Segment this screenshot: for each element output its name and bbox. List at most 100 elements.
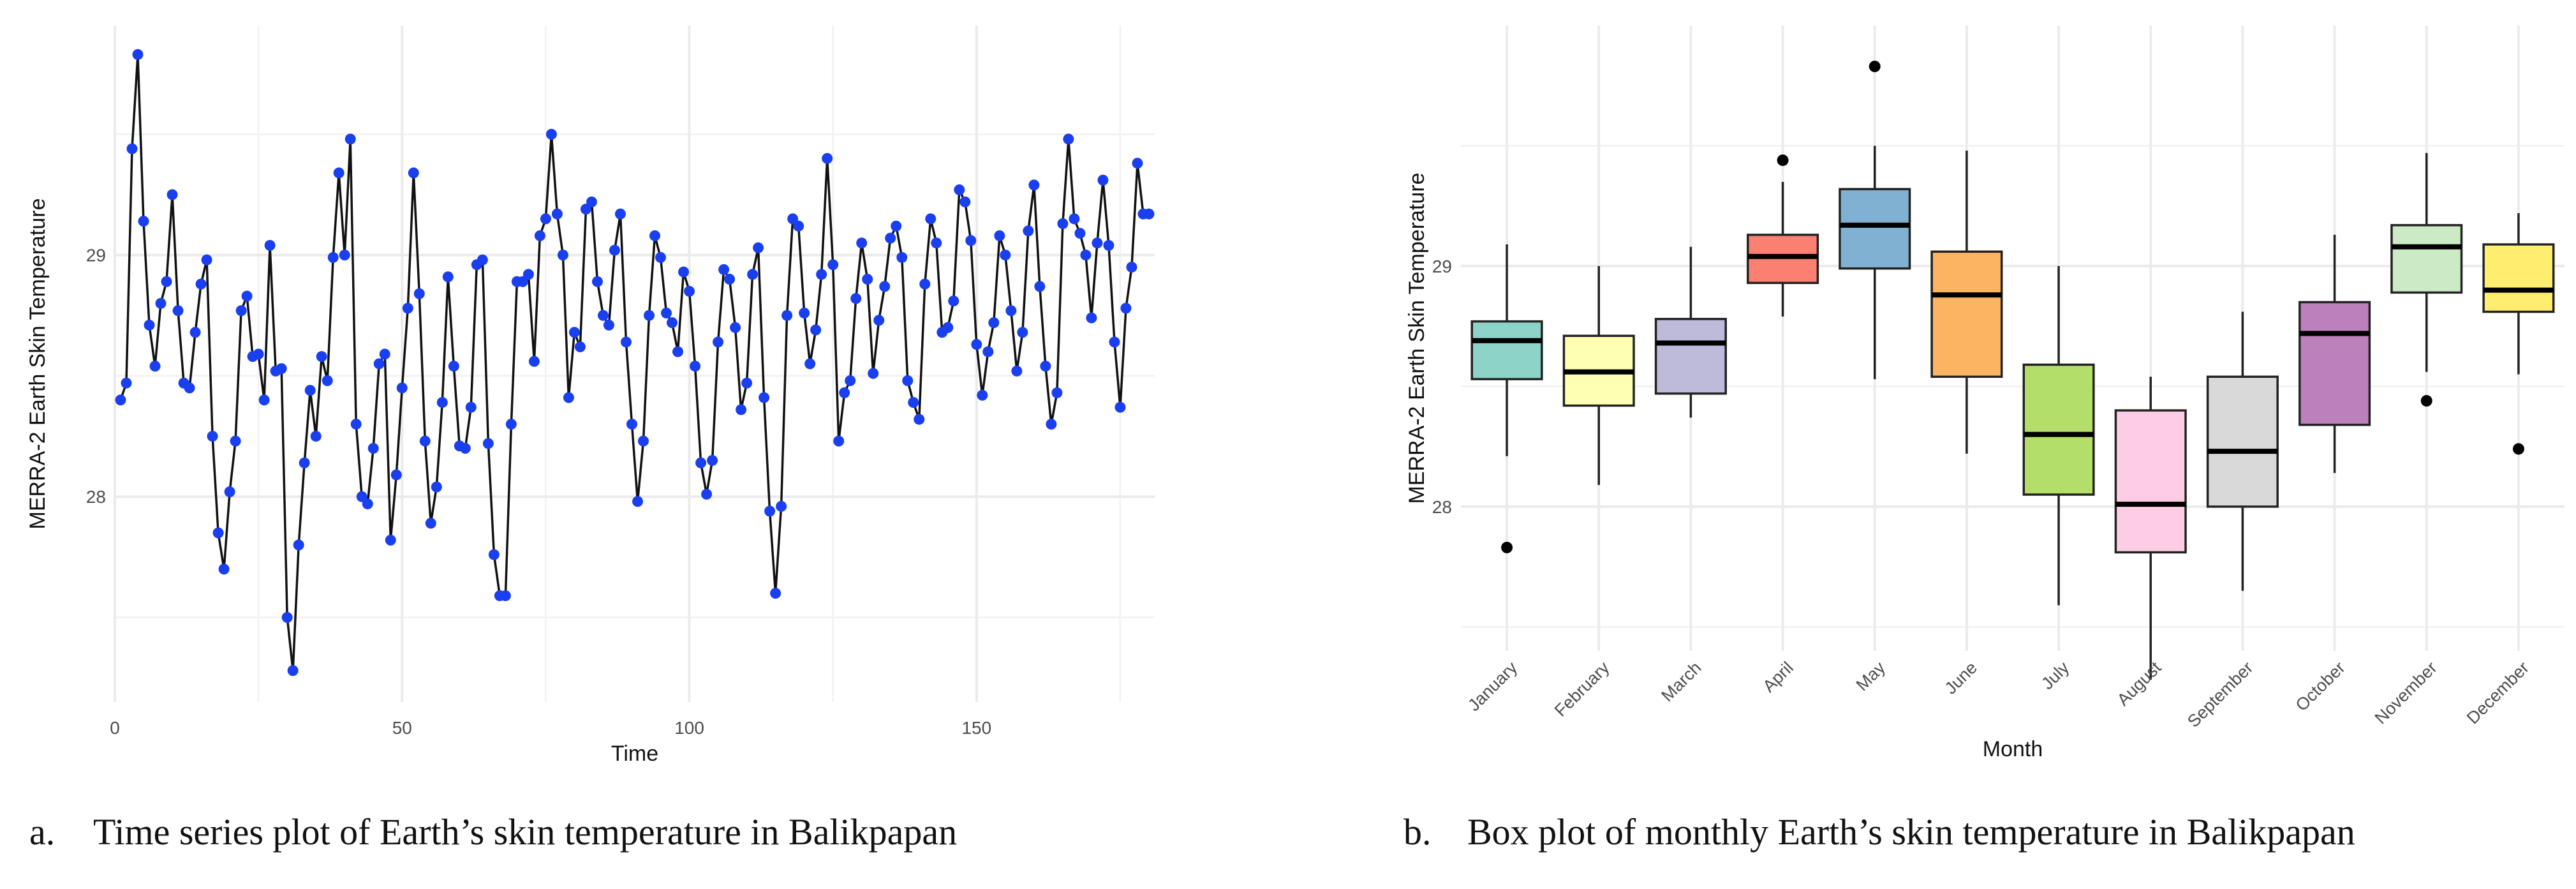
data-point [580, 204, 591, 215]
data-point [161, 276, 172, 287]
data-point [425, 518, 436, 529]
box-may [1839, 188, 1911, 270]
data-point [126, 143, 138, 154]
y-axis-label: MERRA-2 Earth Skin Temperature [26, 198, 50, 529]
data-point [442, 271, 454, 283]
data-point [988, 317, 1000, 329]
data-point [379, 348, 390, 360]
data-point [1114, 401, 1126, 413]
caption-b-text: Box plot of monthly Earth’s skin tempera… [1467, 811, 2355, 853]
data-point [833, 435, 845, 447]
data-point [264, 240, 276, 251]
data-point [1097, 174, 1109, 186]
data-point [632, 496, 644, 507]
data-point [522, 269, 534, 280]
data-point [465, 401, 477, 413]
data-point [1063, 133, 1074, 145]
data-point [500, 590, 511, 601]
data-point [339, 250, 350, 261]
data-point [333, 167, 344, 179]
data-point [230, 435, 241, 447]
data-point [1046, 419, 1057, 430]
data-point [235, 305, 247, 317]
data-point [931, 237, 942, 249]
data-point [609, 244, 620, 256]
data-point [350, 419, 362, 430]
box-july [2022, 363, 2095, 496]
data-point [299, 457, 310, 468]
data-point [1126, 262, 1137, 273]
data-point [144, 319, 155, 331]
data-point [184, 382, 195, 394]
data-point [1040, 361, 1051, 372]
data-point [850, 293, 862, 304]
x-tick-label: July [2038, 658, 2073, 694]
data-point [482, 438, 494, 449]
data-point [316, 351, 327, 362]
caption-a-text: Time series plot of Earth’s skin tempera… [93, 811, 958, 853]
data-point [759, 392, 770, 403]
data-point [115, 394, 126, 406]
data-point [816, 269, 827, 280]
data-point [718, 264, 730, 275]
data-point [563, 392, 574, 403]
box-plot-chart: January February March April May June July Augu… [1405, 26, 2565, 761]
data-point [614, 208, 626, 220]
data-point [574, 341, 586, 352]
data-point [459, 443, 471, 454]
data-point [845, 375, 856, 386]
data-point [1011, 365, 1023, 377]
data-point [965, 235, 977, 246]
y-tick-label: 28 [86, 487, 106, 507]
data-point [201, 254, 212, 265]
box-october [2298, 301, 2371, 426]
data-point [736, 404, 747, 415]
data-point [149, 361, 161, 372]
data-point [396, 382, 408, 394]
data-point [545, 128, 557, 140]
x-tick-label: November [2371, 658, 2441, 728]
data-point [661, 308, 672, 318]
data-point [690, 361, 701, 372]
data-point [322, 375, 333, 386]
data-point [827, 259, 839, 271]
data-point [591, 276, 603, 287]
data-point [1074, 228, 1086, 239]
caption-a-letter: a. [29, 811, 56, 853]
box-december [2482, 243, 2555, 313]
data-point [885, 232, 896, 244]
data-point [747, 269, 759, 280]
data-point [839, 387, 850, 398]
data-point [534, 230, 545, 241]
data-point [1034, 281, 1046, 292]
data-point [1005, 305, 1017, 317]
data-point [448, 361, 459, 372]
data-point [603, 319, 614, 331]
data-point [770, 588, 781, 599]
x-tick-label: 50 [392, 718, 412, 738]
data-point [1103, 240, 1114, 251]
data-point [258, 394, 270, 406]
x-tick-label: 0 [110, 718, 120, 738]
data-point [586, 196, 597, 207]
data-point [390, 469, 402, 481]
data-point [402, 303, 413, 314]
data-point [707, 454, 718, 466]
data-point [1028, 179, 1040, 191]
caption-b: b. Box plot of monthly Earth’s skin tempe… [1403, 811, 2355, 853]
data-point [557, 250, 568, 261]
data-point [753, 242, 764, 253]
x-tick-label: 100 [674, 718, 704, 738]
data-point [649, 230, 661, 241]
data-point [1069, 213, 1080, 225]
data-point [436, 397, 448, 408]
data-point [879, 281, 891, 292]
x-axis-label: Month [1983, 737, 2043, 761]
data-point [287, 665, 299, 676]
box-august [2114, 409, 2187, 554]
x-tick-label: April [1759, 658, 1796, 696]
data-point [304, 385, 316, 396]
x-tick-label: March [1657, 658, 1705, 705]
data-point [172, 305, 184, 317]
